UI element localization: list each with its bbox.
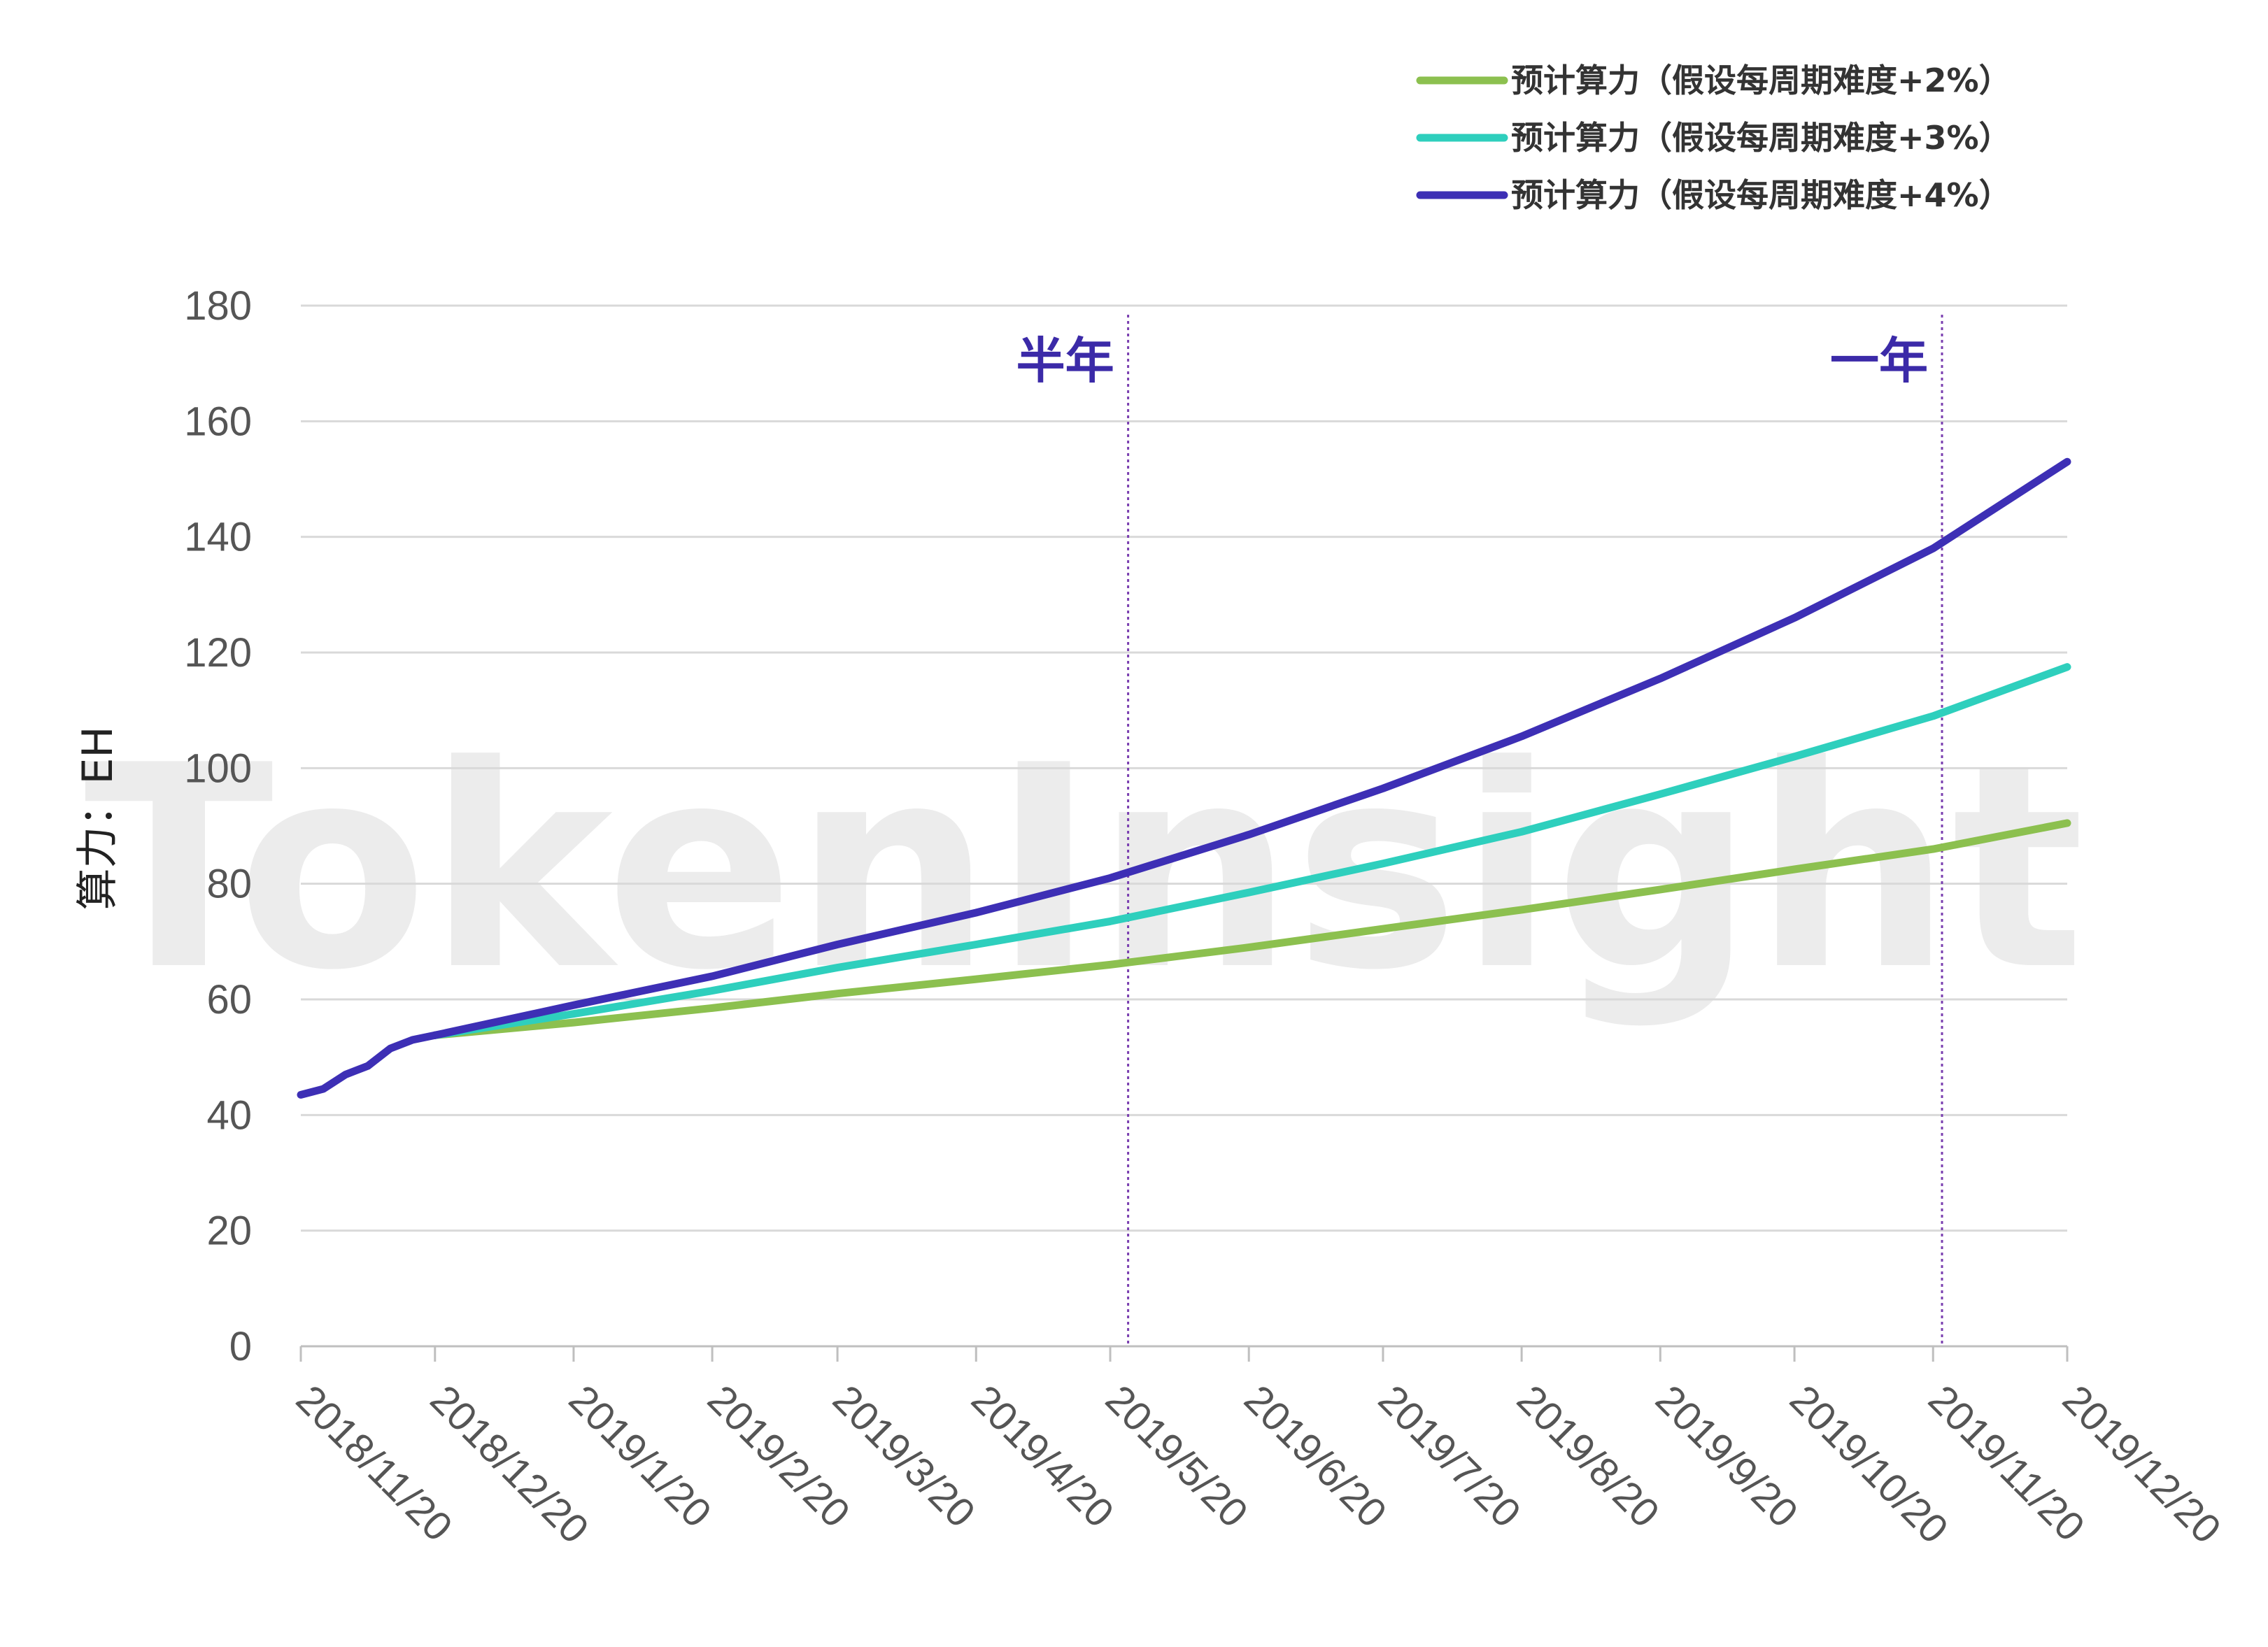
period-markers: 半年 一年 [1016,315,1943,1346]
watermark-text: TokenInsight [84,706,2085,1032]
series-line-0 [431,819,2071,1039]
y-tick-label-140: 140 [184,515,252,560]
series-line-2 [431,457,2071,1039]
y-tick-label-180: 180 [184,283,252,329]
history-line [297,1031,439,1099]
series-line-1 [431,663,2071,1039]
legend-label-1: 预计算力（假设每周期难度+3%） [1511,119,2011,157]
y-tick-label-0: 0 [229,1324,252,1369]
y-tick-label-20: 20 [206,1208,252,1254]
y-axis-label: 算力：EH [73,726,122,910]
legend-label-2: 预计算力（假设每周期难度+4%） [1511,176,2011,214]
legend: 预计算力（假设每周期难度+2%） 预计算力（假设每周期难度+3%） 预计算力（假设每… [1416,62,2011,214]
y-tick-label-80: 80 [206,862,252,907]
y-tick-label-60: 60 [206,977,252,1022]
y-tick-label-40: 40 [206,1092,252,1138]
series-lines [297,457,2071,1099]
y-tick-label-160: 160 [184,399,252,444]
marker-label-0: 半年 [1016,332,1114,390]
legend-label-0: 预计算力（假设每周期难度+2%） [1511,62,2011,99]
y-tick-label-120: 120 [184,630,252,676]
marker-label-1: 一年 [1830,332,1928,390]
y-tick-label-100: 100 [184,746,252,791]
gridlines [301,304,2067,1232]
